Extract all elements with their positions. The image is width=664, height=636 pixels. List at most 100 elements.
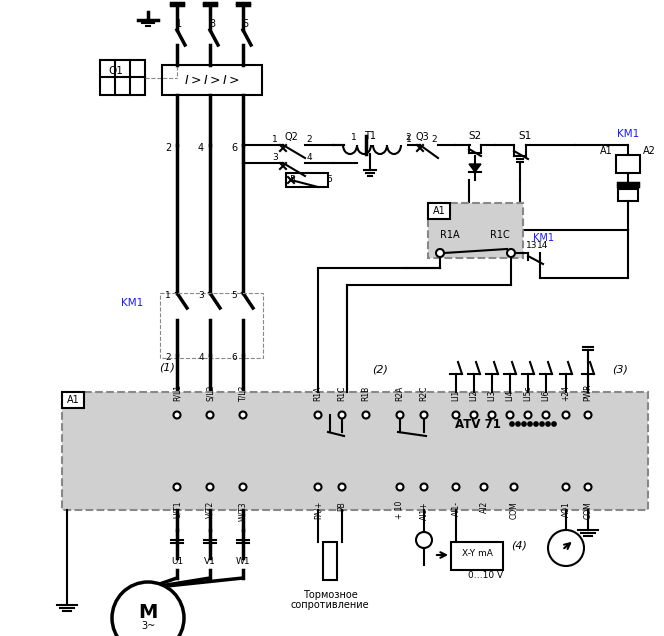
Circle shape xyxy=(207,411,214,418)
Text: 1: 1 xyxy=(351,132,357,141)
Circle shape xyxy=(525,411,531,418)
Circle shape xyxy=(396,411,404,418)
Bar xyxy=(451,542,503,570)
Text: LI1: LI1 xyxy=(452,390,461,401)
Text: 13: 13 xyxy=(526,240,537,249)
Text: X-Y mA: X-Y mA xyxy=(461,548,493,558)
Text: 2: 2 xyxy=(165,143,171,153)
Text: 3: 3 xyxy=(199,291,204,300)
Text: + 10: + 10 xyxy=(396,501,404,520)
Bar xyxy=(62,392,648,510)
Text: A1: A1 xyxy=(600,146,613,156)
Text: S/L2: S/L2 xyxy=(205,385,214,401)
Text: LI3: LI3 xyxy=(487,390,497,401)
Text: KM1: KM1 xyxy=(533,233,554,243)
Text: COM: COM xyxy=(509,501,519,519)
Circle shape xyxy=(471,411,477,418)
Circle shape xyxy=(540,422,544,425)
Text: AI2: AI2 xyxy=(479,501,489,513)
Text: 1: 1 xyxy=(406,134,412,144)
Circle shape xyxy=(548,530,584,566)
Bar xyxy=(428,203,450,219)
Text: PB: PB xyxy=(337,501,347,511)
Text: $I$$>$$I$$>$$I$$>$: $I$$>$$I$$>$$I$$>$ xyxy=(185,74,240,86)
Circle shape xyxy=(507,249,515,257)
Circle shape xyxy=(562,411,570,418)
Text: COM: COM xyxy=(584,501,592,519)
Text: R1C: R1C xyxy=(337,385,347,401)
Circle shape xyxy=(584,483,592,490)
Text: AI1-: AI1- xyxy=(452,501,461,516)
Text: 1: 1 xyxy=(176,19,182,29)
Text: (2): (2) xyxy=(372,365,388,375)
Text: S1: S1 xyxy=(519,131,532,141)
Text: 14: 14 xyxy=(537,240,548,249)
Text: PWR: PWR xyxy=(584,384,592,401)
Text: A1: A1 xyxy=(66,395,80,405)
Circle shape xyxy=(552,422,556,425)
Circle shape xyxy=(339,483,345,490)
Bar xyxy=(100,60,145,95)
Text: 3~: 3~ xyxy=(141,621,155,631)
Circle shape xyxy=(511,483,517,490)
Text: 5: 5 xyxy=(231,291,237,300)
Text: сопротивление: сопротивление xyxy=(291,600,369,610)
Circle shape xyxy=(452,411,459,418)
Circle shape xyxy=(173,483,181,490)
Text: M: M xyxy=(138,604,157,623)
Text: 1: 1 xyxy=(165,291,171,300)
Bar xyxy=(160,293,263,358)
Circle shape xyxy=(112,582,184,636)
Bar xyxy=(616,155,640,173)
Circle shape xyxy=(584,411,592,418)
Text: 0…10 V: 0…10 V xyxy=(468,570,503,579)
Text: 4: 4 xyxy=(198,143,204,153)
Circle shape xyxy=(315,483,321,490)
Text: 5: 5 xyxy=(289,176,295,184)
Circle shape xyxy=(516,422,520,425)
Text: A2: A2 xyxy=(643,146,656,156)
Text: 2: 2 xyxy=(405,132,411,141)
Text: R/L1: R/L1 xyxy=(173,384,181,401)
Text: AI1+: AI1+ xyxy=(420,501,428,520)
Text: 2: 2 xyxy=(306,134,312,144)
Text: Тормозное: Тормозное xyxy=(303,590,357,600)
Text: (1): (1) xyxy=(159,363,175,373)
Polygon shape xyxy=(469,164,481,172)
Text: V/T2: V/T2 xyxy=(205,501,214,518)
Text: LI4: LI4 xyxy=(505,390,515,401)
Circle shape xyxy=(562,483,570,490)
Circle shape xyxy=(507,411,513,418)
Text: S2: S2 xyxy=(468,131,481,141)
Text: W1: W1 xyxy=(236,558,250,567)
Circle shape xyxy=(510,422,514,425)
Text: A1: A1 xyxy=(433,206,446,216)
Text: R1A: R1A xyxy=(440,230,459,240)
Text: 1: 1 xyxy=(272,134,278,144)
Circle shape xyxy=(240,411,246,418)
Text: KM1: KM1 xyxy=(121,298,143,308)
Circle shape xyxy=(489,411,495,418)
Circle shape xyxy=(173,411,181,418)
Circle shape xyxy=(396,483,404,490)
Text: U1: U1 xyxy=(171,558,183,567)
Text: LI5c: LI5c xyxy=(523,385,533,401)
Circle shape xyxy=(436,249,444,257)
Text: ATV 71: ATV 71 xyxy=(455,417,501,431)
Circle shape xyxy=(363,411,369,418)
Text: 5: 5 xyxy=(242,19,248,29)
Circle shape xyxy=(546,422,550,425)
Text: KM1: KM1 xyxy=(617,129,639,139)
Text: (3): (3) xyxy=(612,365,628,375)
Text: 2: 2 xyxy=(431,134,437,144)
Circle shape xyxy=(528,422,532,425)
Text: 3: 3 xyxy=(209,19,215,29)
Circle shape xyxy=(315,411,321,418)
Text: LI6: LI6 xyxy=(542,390,550,401)
Text: AO1: AO1 xyxy=(562,501,570,516)
Circle shape xyxy=(452,483,459,490)
Text: LI2: LI2 xyxy=(469,390,479,401)
Text: Q1: Q1 xyxy=(108,66,123,76)
Circle shape xyxy=(522,422,526,425)
Text: 4: 4 xyxy=(306,153,312,162)
